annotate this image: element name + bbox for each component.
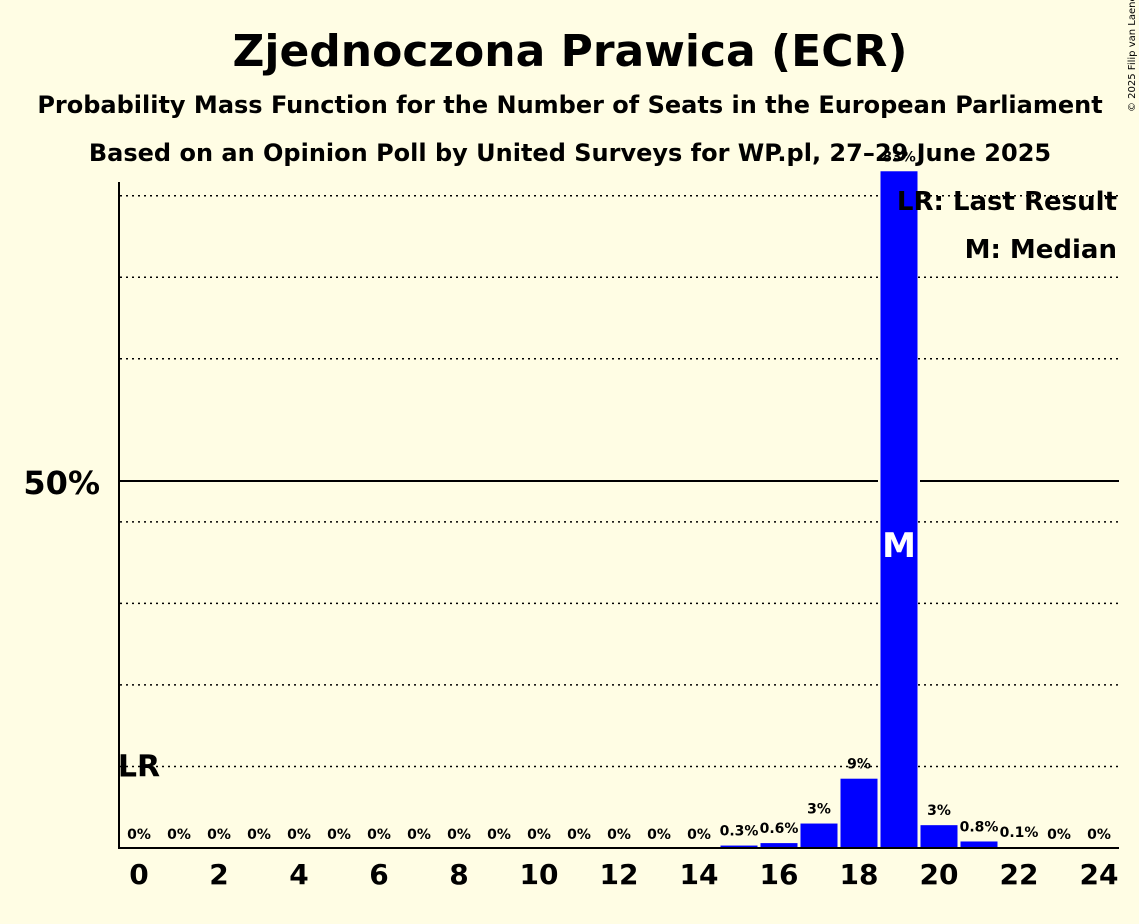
bars xyxy=(720,171,1038,849)
bar-seat-20 xyxy=(920,825,958,848)
data-label-seat-24: 0% xyxy=(1087,827,1111,843)
last-result-marker: LR xyxy=(118,749,160,784)
copyright-note: © 2025 Filip van Laenen xyxy=(1127,0,1138,112)
data-label-seat-12: 0% xyxy=(607,827,631,843)
chart-subtitle-source: Based on an Opinion Poll by United Surve… xyxy=(89,139,1051,167)
data-label-seat-3: 0% xyxy=(247,827,271,843)
data-label-seat-15: 0.3% xyxy=(720,824,759,840)
data-label-seat-19: 83% xyxy=(882,149,916,165)
bar-seat-16 xyxy=(760,843,798,848)
x-tick-4: 4 xyxy=(289,858,308,891)
data-label-seat-16: 0.6% xyxy=(760,821,799,837)
x-tick-12: 12 xyxy=(600,858,639,891)
bar-seat-17 xyxy=(800,823,838,848)
x-tick-16: 16 xyxy=(760,858,799,891)
x-tick-10: 10 xyxy=(520,858,559,891)
x-tick-6: 6 xyxy=(369,858,388,891)
data-label-seat-2: 0% xyxy=(207,827,231,843)
chart-title: Zjednoczona Prawica (ECR) xyxy=(232,26,907,77)
x-tick-14: 14 xyxy=(680,858,719,891)
x-tick-0: 0 xyxy=(129,858,148,891)
x-tick-18: 18 xyxy=(840,858,879,891)
data-label-seat-7: 0% xyxy=(407,827,431,843)
data-label-seat-10: 0% xyxy=(527,827,551,843)
data-label-seat-22: 0.1% xyxy=(1000,825,1039,841)
chart-subtitle: Probability Mass Function for the Number… xyxy=(37,91,1102,119)
x-tick-22: 22 xyxy=(1000,858,1039,891)
x-tick-24: 24 xyxy=(1080,858,1119,891)
data-label-seat-23: 0% xyxy=(1047,827,1071,843)
data-label-seat-1: 0% xyxy=(167,827,191,843)
bar-seat-15 xyxy=(720,845,758,848)
gridlines xyxy=(120,194,1119,768)
data-label-seat-13: 0% xyxy=(647,827,671,843)
data-label-seat-21: 0.8% xyxy=(960,819,999,835)
data-label-seat-18: 9% xyxy=(847,757,871,773)
median-marker: M xyxy=(882,526,916,566)
data-label-seat-8: 0% xyxy=(447,827,471,843)
x-tick-labels: 0 2 4 6 8 10 12 14 16 18 20 22 24 xyxy=(129,858,1118,891)
data-labels: 0% 0% 0% 0% 0% 0% 0% 0% 0% 0% 0% 0% 0% 0% 0% 0.3% 0.6% 3%… xyxy=(118,149,1111,843)
data-label-seat-17: 3% xyxy=(807,802,831,818)
x-tick-2: 2 xyxy=(209,858,228,891)
data-label-seat-20: 3% xyxy=(927,803,951,819)
legend-last-result: LR: Last Result xyxy=(897,187,1117,217)
data-label-seat-11: 0% xyxy=(567,827,591,843)
data-label-seat-6: 0% xyxy=(367,827,391,843)
data-label-seat-5: 0% xyxy=(327,827,351,843)
bar-seat-21 xyxy=(960,841,998,848)
data-label-seat-14: 0% xyxy=(687,827,711,843)
y-tick-label: 50% xyxy=(23,464,100,502)
x-tick-20: 20 xyxy=(920,858,959,891)
data-label-seat-4: 0% xyxy=(287,827,311,843)
bar-seat-18 xyxy=(840,778,878,848)
data-label-seat-0: 0% xyxy=(127,827,151,843)
x-tick-8: 8 xyxy=(449,858,468,891)
data-label-seat-9: 0% xyxy=(487,827,511,843)
bar-seat-19 xyxy=(880,171,918,849)
legend-median: M: Median xyxy=(965,235,1117,265)
